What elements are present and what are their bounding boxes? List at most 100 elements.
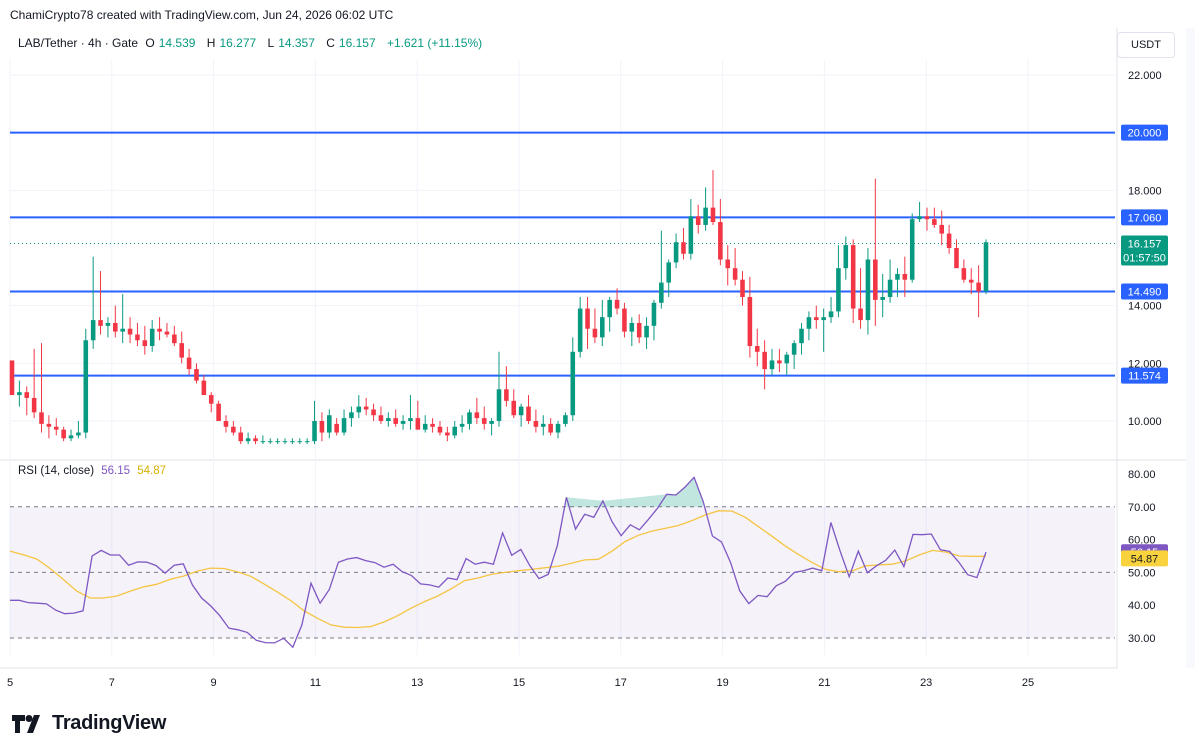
candle-body xyxy=(917,216,922,220)
level-price-label: 17.060 xyxy=(1128,212,1162,224)
rsi-line xyxy=(10,476,987,649)
candle-body xyxy=(422,423,428,430)
candle-body xyxy=(607,299,612,318)
candle-body xyxy=(356,406,362,413)
candle-body xyxy=(673,242,679,263)
candle-body xyxy=(681,242,686,254)
candle-body xyxy=(850,245,856,309)
candle-body xyxy=(76,432,81,436)
candle-body xyxy=(31,397,37,413)
x-tick-label: 9 xyxy=(211,677,217,689)
candle-body xyxy=(600,317,605,338)
y-tick-label: 14.000 xyxy=(1128,301,1162,313)
rsi-ma-legend-value: 54.87 xyxy=(137,465,167,477)
candle-body xyxy=(208,395,214,404)
candle-body xyxy=(17,392,22,396)
high-value: H 16.277 xyxy=(206,36,257,50)
candle-body xyxy=(83,340,89,433)
candle-body xyxy=(149,328,155,347)
candle-body xyxy=(39,412,44,424)
ohlc-legend: LAB/Tether · 4h · Gate O 14.539 H 16.277 L… xyxy=(18,36,486,50)
candle-body xyxy=(762,351,767,370)
candle-body xyxy=(769,360,775,370)
candle-body xyxy=(327,415,332,433)
y-tick-label: 18.000 xyxy=(1128,185,1162,197)
footer-brand[interactable]: TradingView xyxy=(12,712,166,735)
candle-body xyxy=(887,279,893,298)
candle-body xyxy=(858,308,863,321)
candle-body xyxy=(924,216,930,220)
candle-body xyxy=(622,308,627,332)
candle-body xyxy=(821,317,826,321)
candle-body xyxy=(223,421,229,427)
candle-body xyxy=(120,328,125,332)
candle-body xyxy=(533,421,539,427)
candle-body xyxy=(954,248,959,269)
y-tick-label: 22.000 xyxy=(1128,70,1162,82)
rsi-y-tick-label: 40.00 xyxy=(1128,600,1156,612)
candle-body xyxy=(540,423,546,427)
candle-body xyxy=(968,279,974,283)
candle-body xyxy=(843,245,849,269)
rsi-ma-value-label: 54.87 xyxy=(1131,553,1159,565)
candle-body xyxy=(9,360,15,396)
candle-body xyxy=(393,418,398,424)
candle-body xyxy=(157,328,162,332)
candle-body xyxy=(238,432,244,442)
change-value: +1.621 (+11.15%) xyxy=(386,36,483,50)
candle-body xyxy=(695,216,701,225)
x-tick-label: 15 xyxy=(513,677,525,689)
candle-body xyxy=(939,224,945,234)
candle-body xyxy=(725,259,731,269)
candle-body xyxy=(496,389,502,421)
rsi-overbought-fill xyxy=(566,477,704,507)
candle-body xyxy=(46,423,52,427)
candle-body xyxy=(186,357,192,370)
candle-body xyxy=(688,216,694,254)
candle-body xyxy=(319,421,325,433)
candle-body xyxy=(474,412,480,419)
rsi-y-tick-label: 30.00 xyxy=(1128,633,1156,645)
level-price-tag xyxy=(1121,209,1168,226)
y-tick-label: 12.000 xyxy=(1128,358,1162,370)
last-price-label: 16.157 xyxy=(1128,238,1162,250)
candle-body xyxy=(799,328,804,344)
candle-body xyxy=(814,317,819,321)
level-price-label: 20.000 xyxy=(1128,128,1162,140)
candle-body xyxy=(371,409,376,416)
candle-body xyxy=(179,343,184,358)
candle-body xyxy=(585,308,590,329)
x-tick-label: 7 xyxy=(109,677,115,689)
candle-body xyxy=(732,268,738,280)
rsi-ma-line xyxy=(9,510,986,629)
candle-body xyxy=(961,268,967,280)
currency-button[interactable]: USDT xyxy=(1117,32,1175,58)
candle-body xyxy=(659,282,664,303)
candle-body xyxy=(245,438,251,442)
candle-body xyxy=(459,423,465,427)
candle-body xyxy=(548,423,553,433)
candle-body xyxy=(703,207,708,225)
x-tick-label: 23 xyxy=(920,677,932,689)
candle-body xyxy=(836,268,841,312)
candle-body xyxy=(260,441,266,443)
x-tick-label: 11 xyxy=(310,677,321,689)
candle-body xyxy=(378,415,384,421)
candle-body xyxy=(282,441,288,443)
candle-body xyxy=(467,412,472,424)
candle-body xyxy=(201,380,207,396)
candle-body xyxy=(24,392,30,398)
candle-body xyxy=(127,328,133,335)
level-price-tag xyxy=(1121,367,1168,384)
rsi-ma-value-tag xyxy=(1121,550,1168,567)
candle-body xyxy=(629,322,635,332)
x-tick-label: 21 xyxy=(818,677,830,689)
candle-body xyxy=(408,418,413,421)
candle-body xyxy=(172,334,177,344)
candle-body xyxy=(644,325,649,338)
candle-body xyxy=(754,346,760,352)
candle-body xyxy=(253,438,258,442)
candle-body xyxy=(614,299,620,309)
candle-body xyxy=(777,360,782,364)
